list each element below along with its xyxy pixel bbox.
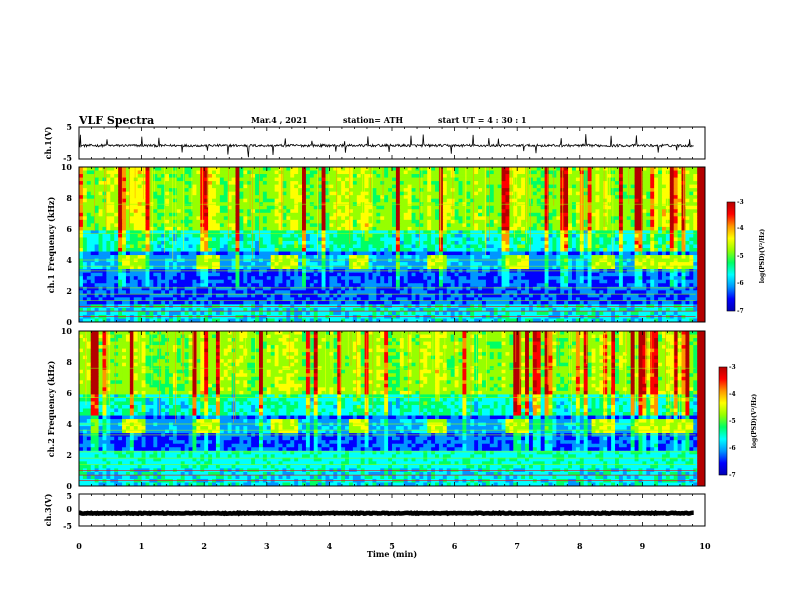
- time-axis: 0 1 2 3 4 5 6 7 8 9 10 Time (min): [76, 541, 711, 559]
- ch1-ytick-5: 5: [66, 122, 72, 132]
- ch2-cb-tick-neg3: -3: [729, 364, 736, 371]
- ch1-spectrogram-image: [79, 167, 706, 323]
- xtick-5: 5: [389, 541, 395, 551]
- x-axis-label: Time (min): [367, 549, 417, 559]
- xtick-1: 1: [139, 541, 145, 551]
- ch2-freq-tick-10: 10: [61, 326, 73, 336]
- xtick-4: 4: [327, 541, 333, 551]
- xtick-8: 8: [577, 541, 583, 551]
- xtick-10: 10: [699, 541, 711, 551]
- ch1-freq-ylabel: ch.1 Frequency (kHz): [46, 197, 56, 294]
- ch2-freq-tick-0: 0: [66, 481, 72, 491]
- ch1-colorbar: -3 -4 -5 -6 -7 log(PSD)(V²/Hz): [726, 199, 766, 315]
- xtick-2: 2: [201, 541, 207, 551]
- start-time-label: start UT = 4 : 30 : 1: [438, 115, 527, 125]
- ch1-cb-tick-neg5: -5: [737, 253, 744, 260]
- xtick-0: 0: [76, 541, 82, 551]
- ch1-waveform-ticks: [78, 127, 706, 159]
- ch2-freq-tick-8: 8: [66, 357, 72, 367]
- ch2-freq-tick-4: 4: [66, 419, 72, 429]
- ch1-freq-tick-10: 10: [61, 162, 73, 172]
- ch1-spectrogram-ticks: [78, 167, 706, 322]
- date-label: Mar.4 , 2021: [251, 115, 308, 125]
- ch3-ytick-5: 5: [66, 491, 72, 501]
- ch2-cb-tick-neg7: -7: [729, 472, 736, 479]
- ch3-ytick-0: 0: [66, 504, 72, 514]
- ch2-spectrogram-ticks: [78, 331, 706, 486]
- ch1-cb-tick-neg6: -6: [737, 280, 744, 287]
- ch1-freq-tick-0: 0: [66, 317, 72, 327]
- ch1-waveform-panel: 5 -5 ch.1(V): [43, 122, 706, 163]
- xtick-6: 6: [452, 541, 458, 551]
- ch1-ytick-neg5: -5: [63, 153, 72, 163]
- ch2-spectrogram-panel: 0 2 4 6 8 10 ch.2 Frequency (kHz) -3 -4 …: [46, 326, 758, 491]
- ch2-freq-tick-2: 2: [66, 450, 72, 460]
- xtick-3: 3: [264, 541, 270, 551]
- ch3-waveform-ticks: [78, 494, 706, 526]
- ch2-cb-tick-neg6: -6: [729, 445, 736, 452]
- ch3-waveform-panel: 5 0 -5 ch.3(V): [43, 491, 706, 531]
- ch2-cb-tick-neg5: -5: [729, 418, 736, 425]
- ch1-cb-tick-neg7: -7: [737, 308, 744, 315]
- ch1-ylabel: ch.1(V): [43, 126, 53, 159]
- figure-title: VLF Spectra: [78, 114, 154, 127]
- ch2-spectrogram-image: [79, 331, 706, 487]
- ch1-freq-tick-8: 8: [66, 193, 72, 203]
- ch2-colorbar-label: log(PSD)(V²/Hz): [751, 394, 758, 449]
- ch1-freq-tick-4: 4: [66, 255, 72, 265]
- ch1-freq-tick-6: 6: [66, 224, 72, 234]
- ch3-waveform-frame: [78, 493, 706, 527]
- ch3-ylabel: ch.3(V): [43, 493, 53, 526]
- ch1-waveform-frame: [78, 126, 706, 160]
- xtick-9: 9: [640, 541, 646, 551]
- ch1-colorbar-gradient: [727, 202, 735, 311]
- ch2-freq-ylabel: ch.2 Frequency (kHz): [46, 361, 56, 458]
- ch1-cb-tick-neg3: -3: [737, 199, 744, 206]
- ch1-colorbar-label: log(PSD)(V²/Hz): [759, 229, 766, 284]
- station-label: station= ATH: [343, 115, 403, 125]
- xtick-7: 7: [514, 541, 520, 551]
- ch1-spectrogram-panel: 0 2 4 6 8 10 ch.1 Frequency (kHz) -3 -4 …: [46, 162, 766, 327]
- ch3-ytick-neg5: -5: [63, 521, 72, 531]
- ch1-waveform-trace: [79, 134, 694, 158]
- ch2-colorbar-gradient: [719, 367, 727, 475]
- ch1-cb-tick-neg4: -4: [737, 225, 744, 232]
- ch2-cb-tick-neg4: -4: [729, 391, 736, 398]
- ch2-freq-tick-6: 6: [66, 388, 72, 398]
- ch3-waveform-trace: [79, 509, 694, 517]
- ch2-colorbar: -3 -4 -5 -6 -7 log(PSD)(V²/Hz): [718, 364, 758, 479]
- ch1-freq-tick-2: 2: [66, 286, 72, 296]
